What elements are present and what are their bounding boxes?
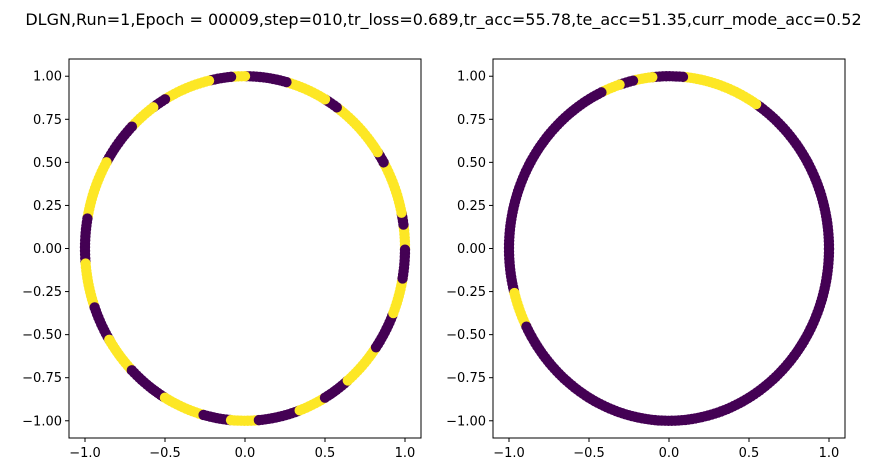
y-tick-label: −0.75 — [446, 371, 486, 386]
scatter-panel-left: −1.0 −0.5 0.0 0.5 1.0 −1.00 −0.75 −0.50 −0.25 0.0… — [22, 58, 422, 461]
y-tick-label: 0.25 — [33, 199, 62, 214]
x-tick-label: 0.0 — [659, 446, 680, 461]
y-tick-label: 0.00 — [457, 242, 486, 257]
scatter-panel-right: −1.0 −0.5 0.0 0.5 1.0 −1.00 −0.75 −0.50 −0.25 0.0… — [446, 58, 846, 461]
y-tick-label: 0.50 — [457, 156, 486, 171]
figure-title: DLGN,Run=1,Epoch = 00009,step=010,tr_los… — [25, 10, 862, 29]
x-tick-label: 0.0 — [235, 446, 256, 461]
x-tick-label: −1.0 — [69, 446, 101, 461]
y-tick-label: −0.25 — [22, 285, 62, 300]
y-tick-label: 0.25 — [457, 199, 486, 214]
y-tick-label: −0.50 — [446, 328, 486, 343]
y-tick-label: −0.75 — [22, 371, 62, 386]
scatter-points — [503, 71, 835, 426]
x-tick-label: −1.0 — [493, 446, 525, 461]
x-tick-label: 1.0 — [819, 446, 840, 461]
y-tick-label: 0.50 — [33, 156, 62, 171]
y-tick-label: 0.75 — [33, 113, 62, 128]
x-tick-label: 0.5 — [315, 446, 336, 461]
scatter-points — [79, 71, 411, 426]
x-tick-label: 0.5 — [739, 446, 760, 461]
y-tick-label: 0.75 — [457, 113, 486, 128]
axes-frame — [492, 58, 846, 439]
y-tick-label: 1.00 — [33, 70, 62, 85]
y-tick-label: −0.50 — [22, 328, 62, 343]
x-tick-label: −0.5 — [573, 446, 605, 461]
y-tick-label: 1.00 — [457, 70, 486, 85]
data-point-class-0 — [399, 244, 411, 255]
axes-frame — [68, 58, 422, 439]
y-tick-label: 0.00 — [33, 242, 62, 257]
y-tick-label: −1.00 — [22, 414, 62, 429]
data-point-class-0 — [823, 243, 835, 255]
y-tick-label: −0.25 — [446, 285, 486, 300]
x-tick-label: 1.0 — [395, 446, 416, 461]
y-tick-label: −1.00 — [446, 414, 486, 429]
x-tick-label: −0.5 — [149, 446, 181, 461]
